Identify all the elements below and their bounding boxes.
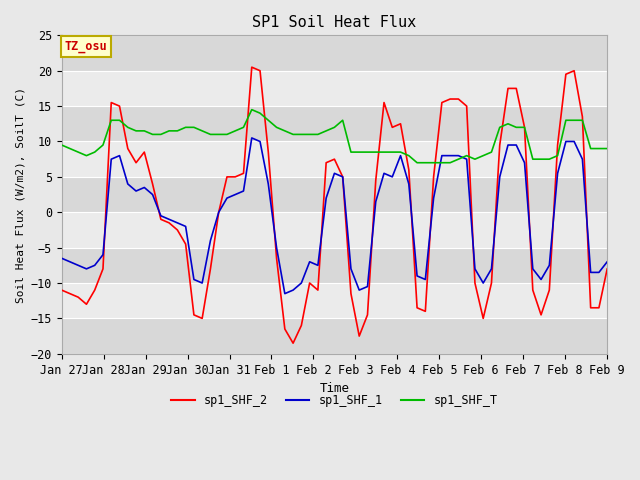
Line: sp1_SHF_2: sp1_SHF_2 bbox=[61, 67, 607, 343]
X-axis label: Time: Time bbox=[319, 382, 349, 395]
sp1_SHF_2 bbox=[323, 160, 330, 166]
Legend: sp1_SHF_2, sp1_SHF_1, sp1_SHF_T: sp1_SHF_2, sp1_SHF_1, sp1_SHF_T bbox=[166, 389, 502, 411]
Bar bbox=[61, 248, 607, 283]
sp1_SHF_T bbox=[570, 118, 578, 123]
Text: TZ_osu: TZ_osu bbox=[65, 40, 107, 53]
Bar bbox=[61, 36, 607, 71]
Line: sp1_SHF_T: sp1_SHF_T bbox=[61, 109, 607, 163]
sp1_SHF_1 bbox=[488, 266, 495, 272]
Line: sp1_SHF_1: sp1_SHF_1 bbox=[61, 138, 607, 294]
sp1_SHF_2 bbox=[58, 287, 65, 293]
sp1_SHF_1 bbox=[58, 255, 65, 261]
sp1_SHF_1 bbox=[323, 195, 330, 201]
sp1_SHF_2 bbox=[289, 340, 297, 346]
sp1_SHF_T bbox=[248, 107, 255, 112]
sp1_SHF_1 bbox=[248, 135, 255, 141]
sp1_SHF_T bbox=[124, 124, 132, 130]
Bar bbox=[61, 177, 607, 212]
sp1_SHF_T bbox=[314, 132, 322, 137]
sp1_SHF_T bbox=[289, 132, 297, 137]
sp1_SHF_1 bbox=[298, 280, 305, 286]
sp1_SHF_2 bbox=[124, 145, 132, 151]
Title: SP1 Soil Heat Flux: SP1 Soil Heat Flux bbox=[252, 15, 417, 30]
sp1_SHF_T bbox=[58, 142, 65, 148]
Bar bbox=[61, 318, 607, 354]
sp1_SHF_1 bbox=[570, 139, 578, 144]
Y-axis label: Soil Heat Flux (W/m2), SoilT (C): Soil Heat Flux (W/m2), SoilT (C) bbox=[15, 86, 25, 302]
sp1_SHF_1 bbox=[281, 291, 289, 297]
sp1_SHF_T bbox=[413, 160, 421, 166]
sp1_SHF_1 bbox=[124, 181, 132, 187]
sp1_SHF_T bbox=[488, 149, 495, 155]
sp1_SHF_T bbox=[99, 142, 107, 148]
sp1_SHF_1 bbox=[604, 259, 611, 264]
sp1_SHF_2 bbox=[488, 280, 495, 286]
sp1_SHF_2 bbox=[99, 266, 107, 272]
sp1_SHF_2 bbox=[298, 323, 305, 328]
sp1_SHF_T bbox=[604, 145, 611, 151]
Bar bbox=[61, 106, 607, 142]
sp1_SHF_2 bbox=[570, 68, 578, 73]
sp1_SHF_2 bbox=[604, 266, 611, 272]
sp1_SHF_1 bbox=[99, 252, 107, 258]
sp1_SHF_2 bbox=[248, 64, 255, 70]
